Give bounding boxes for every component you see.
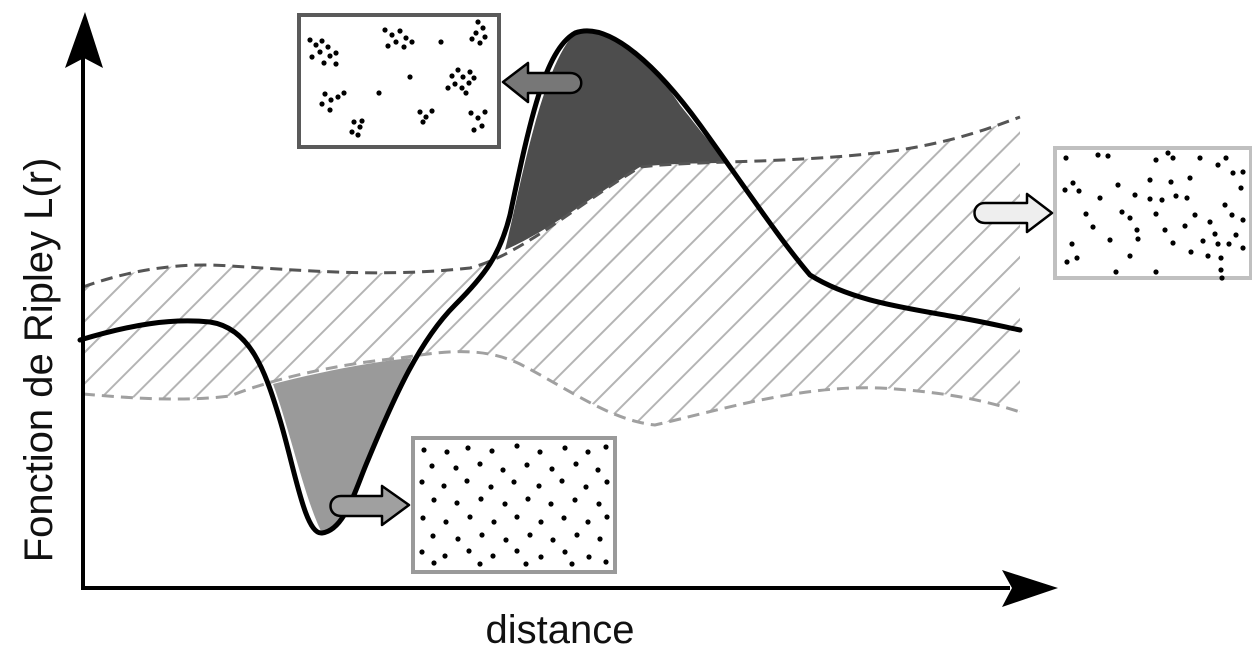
envelope-lower-line: [82, 350, 1021, 427]
random-pattern-box: [1053, 146, 1252, 281]
regular-arrow: [329, 484, 411, 527]
clustered-points-icon: [307, 19, 488, 138]
regular-area: [273, 358, 412, 534]
y-axis-label: Fonction de Ripley L(r): [17, 158, 61, 563]
envelope-upper-line: [82, 115, 1021, 289]
confidence-envelope: [83, 117, 1020, 425]
x-axis-label: distance: [486, 608, 635, 650]
regular-pattern-box: [411, 436, 617, 574]
aggregated-arrow: [501, 61, 583, 104]
y-axis-arrowhead: [65, 12, 103, 68]
random-arrow: [973, 192, 1054, 234]
x-axis-arrowhead: [1002, 570, 1058, 607]
aggregated-pattern-box: [297, 13, 501, 149]
regular-points-icon: [419, 443, 610, 567]
ripley-curve: [77, 28, 1023, 536]
random-points-icon: [1062, 150, 1246, 281]
